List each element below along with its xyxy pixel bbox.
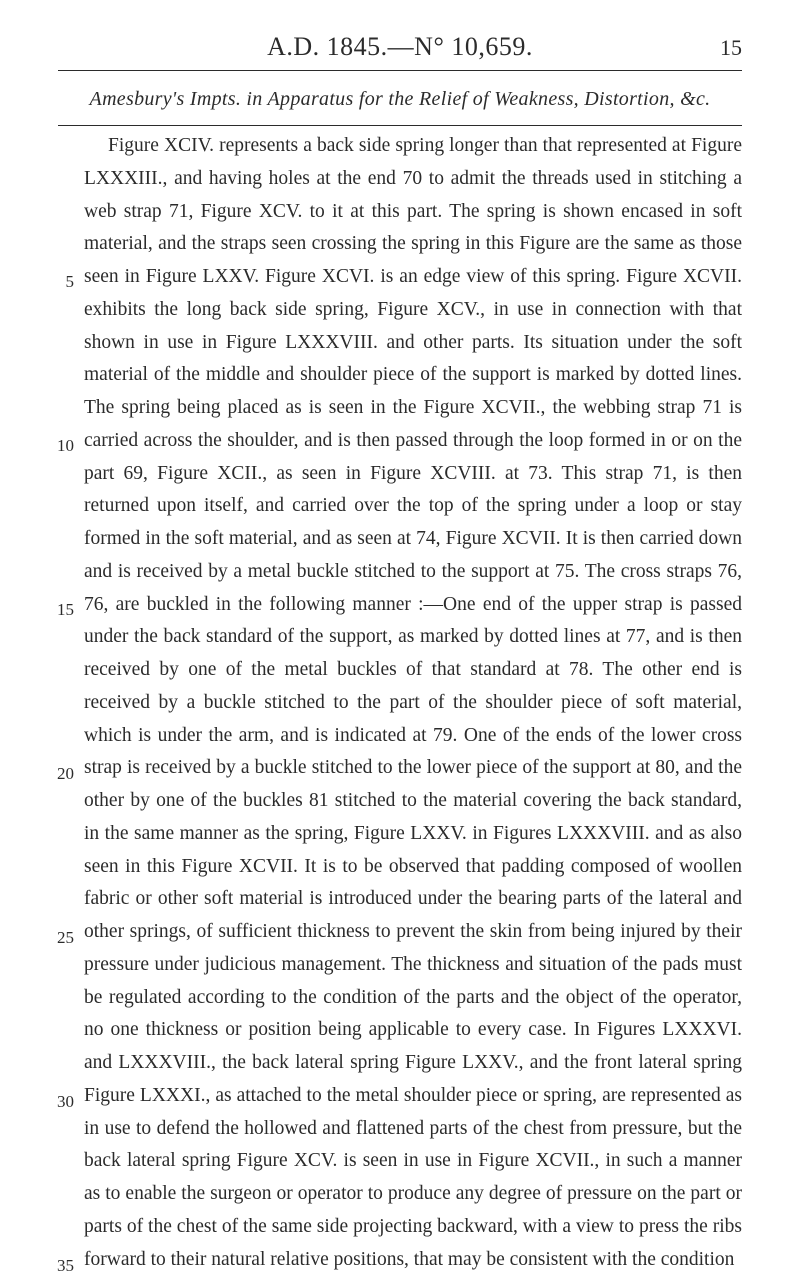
line-number-30: 30	[44, 1088, 74, 1117]
line-number-10: 10	[44, 432, 74, 461]
body-text: 5 10 15 20 25 30 35 Figure XCIV. represe…	[58, 130, 742, 1276]
line-number-15: 15	[44, 596, 74, 625]
page-title: A.D. 1845.—N° 10,659.	[98, 32, 702, 62]
rule-top	[58, 70, 742, 71]
line-number-20: 20	[44, 760, 74, 789]
line-number-35: 35	[44, 1252, 74, 1281]
line-number-5: 5	[44, 268, 74, 297]
rule-bottom	[58, 125, 742, 126]
page-number: 15	[702, 35, 742, 61]
paragraph-text: Figure XCIV. represents a back side spri…	[84, 130, 742, 1276]
header-row: A.D. 1845.—N° 10,659. 15	[58, 32, 742, 62]
line-number-25: 25	[44, 924, 74, 953]
subtitle: Amesbury's Impts. in Apparatus for the R…	[58, 88, 742, 111]
